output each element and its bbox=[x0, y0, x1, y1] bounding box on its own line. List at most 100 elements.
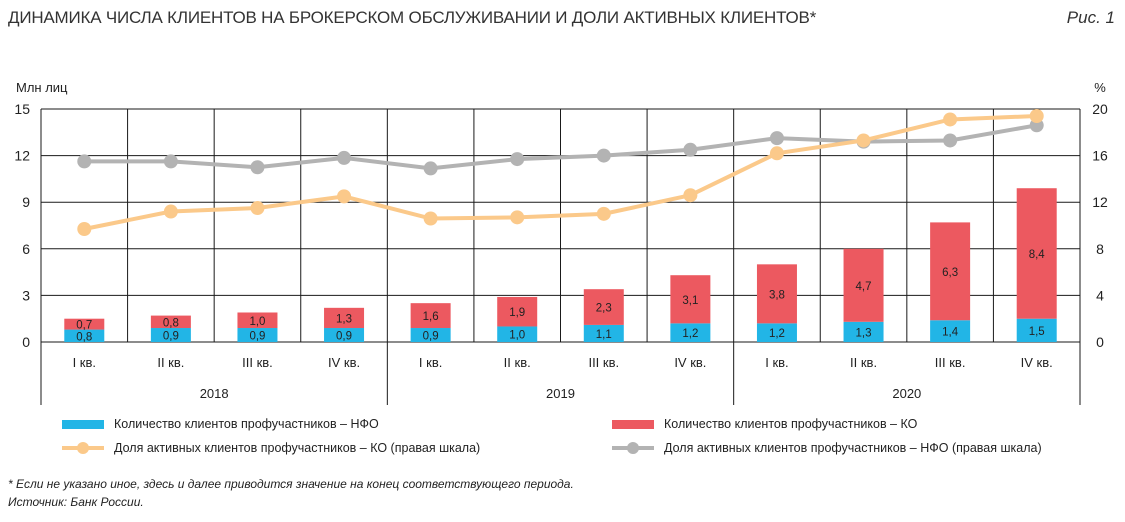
line-point bbox=[423, 211, 438, 226]
x-tick-label: II кв. bbox=[504, 355, 531, 370]
line-series bbox=[84, 123, 1038, 171]
bar-nfo bbox=[150, 328, 191, 342]
bar-nfo bbox=[756, 323, 797, 342]
data-label-ko: 1,0 bbox=[249, 316, 265, 328]
line-point bbox=[510, 210, 525, 225]
line-point bbox=[943, 112, 958, 127]
legend-label: Количество клиентов профучастников – НФО bbox=[114, 417, 379, 431]
x-tick-label: I кв. bbox=[765, 355, 788, 370]
data-label-nfo: 1,0 bbox=[509, 330, 525, 342]
line-point bbox=[163, 204, 178, 219]
legend-item-ko-bars: Количество клиентов профучастников – КО bbox=[612, 417, 917, 431]
data-label-nfo: 0,9 bbox=[249, 331, 265, 343]
left-tick-label: 9 bbox=[22, 194, 30, 210]
chart: 0 3 6 9 12 15 0 4 8 12 16 20 Млн лиц % I кв. II кв. III … bbox=[14, 80, 1108, 405]
x-tick-label: IV кв. bbox=[1021, 355, 1053, 370]
right-tick-label: 20 bbox=[1092, 101, 1108, 117]
data-label-ko: 2,3 bbox=[596, 303, 612, 315]
x-tick-label: I кв. bbox=[73, 355, 96, 370]
x-tick-label: IV кв. bbox=[674, 355, 706, 370]
legend-label: Доля активных клиентов профучастников – … bbox=[664, 441, 1042, 455]
source-note: Источник: Банк России. bbox=[8, 495, 144, 509]
legend-swatch bbox=[612, 419, 654, 429]
line-point bbox=[77, 154, 92, 169]
left-axis-label: Млн лиц bbox=[16, 80, 68, 95]
data-label-nfo: 0,9 bbox=[336, 331, 352, 343]
data-label-ko: 1,3 bbox=[336, 313, 352, 325]
line-point bbox=[77, 221, 92, 236]
data-label-nfo: 1,1 bbox=[596, 329, 612, 341]
line-point bbox=[596, 206, 611, 221]
chart-title: ДИНАМИКА ЧИСЛА КЛИЕНТОВ НА БРОКЕРСКОМ ОБ… bbox=[8, 8, 817, 27]
right-axis-label: % bbox=[1094, 80, 1106, 95]
bar-ko bbox=[1016, 188, 1057, 319]
bar-ko bbox=[150, 315, 191, 329]
bar-nfo bbox=[237, 328, 278, 342]
left-tick-label: 0 bbox=[22, 334, 30, 350]
line-point bbox=[163, 154, 178, 169]
line-point bbox=[250, 160, 265, 175]
bar-ko bbox=[843, 248, 884, 322]
bar-ko bbox=[930, 222, 971, 321]
data-label-nfo: 0,9 bbox=[423, 331, 439, 343]
x-tick-label: IV кв. bbox=[328, 355, 360, 370]
bar-ko bbox=[583, 289, 624, 325]
bar-nfo bbox=[324, 328, 365, 342]
data-label-ko: 8,4 bbox=[1029, 249, 1046, 261]
legend-label: Доля активных клиентов профучастников – … bbox=[114, 441, 481, 455]
data-label-nfo: 1,2 bbox=[682, 328, 698, 340]
bar-ko bbox=[237, 312, 278, 329]
bar-nfo bbox=[843, 321, 884, 342]
legend-line-marker bbox=[612, 442, 654, 454]
line-point bbox=[250, 201, 265, 216]
legend-line-marker bbox=[62, 442, 104, 454]
data-label-nfo: 1,4 bbox=[942, 327, 959, 339]
left-tick-label: 3 bbox=[22, 287, 30, 303]
year-label: 2020 bbox=[892, 386, 921, 401]
year-label: 2019 bbox=[546, 386, 575, 401]
data-label-ko: 3,8 bbox=[769, 289, 785, 301]
bar-nfo bbox=[583, 324, 624, 342]
right-tick-label: 4 bbox=[1096, 287, 1104, 303]
data-label-ko: 0,7 bbox=[76, 320, 92, 332]
legend-swatch bbox=[62, 419, 104, 429]
data-label-nfo: 1,5 bbox=[1029, 326, 1045, 338]
bar-nfo bbox=[497, 326, 538, 342]
x-tick-label: II кв. bbox=[157, 355, 184, 370]
bar-nfo bbox=[1016, 318, 1057, 342]
right-tick-label: 12 bbox=[1092, 194, 1108, 210]
data-label-ko: 1,6 bbox=[423, 311, 439, 323]
line-series bbox=[83, 113, 1037, 231]
legend-item-ko-line: Доля активных клиентов профучастников – … bbox=[62, 441, 480, 455]
line-point bbox=[856, 133, 871, 148]
footnote: * Если не указано иное, здесь и далее пр… bbox=[8, 477, 574, 491]
line-point bbox=[423, 161, 438, 176]
line-point bbox=[683, 142, 698, 157]
line-point bbox=[510, 152, 525, 167]
bar-nfo bbox=[410, 328, 451, 342]
x-tick-label: III кв. bbox=[242, 355, 273, 370]
bar-ko bbox=[64, 318, 105, 330]
data-label-ko: 1,9 bbox=[509, 307, 525, 319]
line-point bbox=[1029, 108, 1044, 123]
data-label-nfo: 0,9 bbox=[163, 331, 179, 343]
bar-ko bbox=[410, 303, 451, 329]
data-label-ko: 3,1 bbox=[682, 295, 698, 307]
data-label-ko: 6,3 bbox=[942, 267, 958, 279]
bar-ko bbox=[497, 296, 538, 327]
left-tick-label: 12 bbox=[14, 148, 30, 164]
x-tick-label: III кв. bbox=[935, 355, 966, 370]
line-point bbox=[769, 146, 784, 161]
bar-ko bbox=[756, 264, 797, 324]
data-label-ko: 0,8 bbox=[163, 317, 179, 329]
bar-nfo bbox=[930, 320, 971, 342]
line-point bbox=[683, 188, 698, 203]
data-label-nfo: 0,8 bbox=[76, 331, 92, 343]
bar-nfo bbox=[670, 323, 711, 342]
year-label: 2018 bbox=[200, 386, 229, 401]
right-tick-label: 8 bbox=[1096, 241, 1104, 257]
right-tick-label: 16 bbox=[1092, 148, 1108, 164]
line-point bbox=[769, 131, 784, 146]
line-point bbox=[943, 133, 958, 148]
